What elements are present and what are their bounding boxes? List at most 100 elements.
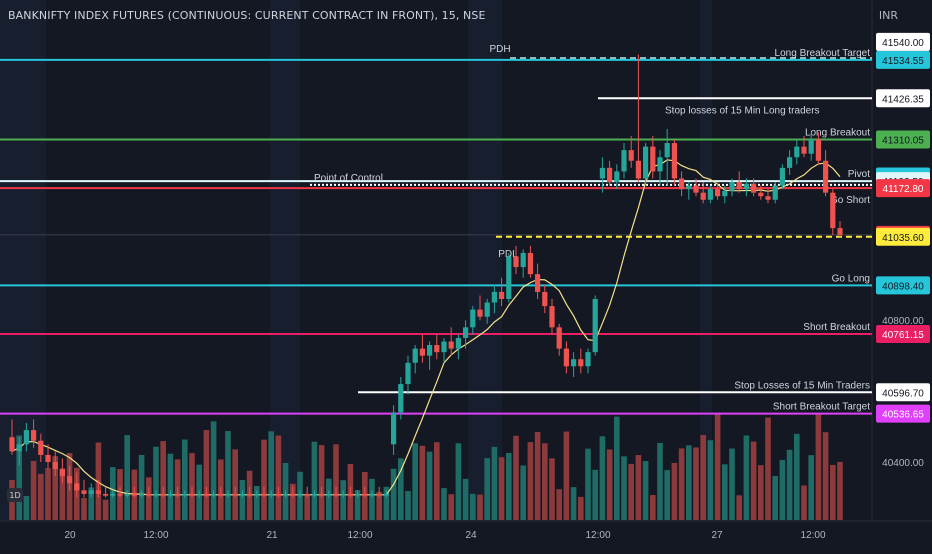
candle-body[interactable] xyxy=(700,192,706,200)
candle-body[interactable] xyxy=(715,189,721,197)
candle-body[interactable] xyxy=(563,348,569,367)
candle-body[interactable] xyxy=(765,196,771,200)
candle-body[interactable] xyxy=(45,454,51,462)
candle-body[interactable] xyxy=(513,256,519,268)
candle-body[interactable] xyxy=(95,490,101,494)
candle-body[interactable] xyxy=(549,306,555,328)
candle-body[interactable] xyxy=(74,483,80,491)
candle-body[interactable] xyxy=(297,493,303,496)
candle-body[interactable] xyxy=(758,192,764,197)
candle-body[interactable] xyxy=(499,291,505,299)
candle-body[interactable] xyxy=(592,298,598,353)
candle-body[interactable] xyxy=(167,493,173,496)
candle-body[interactable] xyxy=(59,469,65,477)
candle-body[interactable] xyxy=(693,185,699,193)
candle-body[interactable] xyxy=(801,146,807,154)
candle-body[interactable] xyxy=(196,493,202,496)
candle-body[interactable] xyxy=(275,493,281,496)
candle-body[interactable] xyxy=(635,160,641,179)
candle-body[interactable] xyxy=(729,182,735,191)
candle-body[interactable] xyxy=(52,462,58,470)
candle-body[interactable] xyxy=(383,493,389,496)
candle-body[interactable] xyxy=(340,493,346,496)
candle-body[interactable] xyxy=(225,493,231,496)
candle-body[interactable] xyxy=(484,302,490,317)
candle-body[interactable] xyxy=(391,412,397,445)
candle-body[interactable] xyxy=(455,337,461,349)
candle-body[interactable] xyxy=(290,493,296,496)
candle-body[interactable] xyxy=(686,185,692,190)
candle-body[interactable] xyxy=(585,352,591,367)
candle-body[interactable] xyxy=(657,157,663,172)
candle-body[interactable] xyxy=(535,274,541,292)
candle-body[interactable] xyxy=(751,183,757,193)
candle-body[interactable] xyxy=(808,139,814,154)
candle-body[interactable] xyxy=(333,493,339,496)
candle-body[interactable] xyxy=(527,252,533,275)
candle-body[interactable] xyxy=(211,493,217,496)
candle-body[interactable] xyxy=(463,327,469,338)
candle-body[interactable] xyxy=(261,493,267,496)
candle-body[interactable] xyxy=(643,146,649,179)
candle-body[interactable] xyxy=(434,345,440,353)
candle-body[interactable] xyxy=(88,490,94,494)
candle-body[interactable] xyxy=(830,192,836,229)
candle-body[interactable] xyxy=(491,291,497,303)
candle-body[interactable] xyxy=(110,493,116,496)
candle-body[interactable] xyxy=(153,493,159,496)
candle-body[interactable] xyxy=(412,348,418,363)
candle-body[interactable] xyxy=(779,167,785,186)
candle-body[interactable] xyxy=(405,362,411,385)
candle-body[interactable] xyxy=(743,183,749,190)
candle-body[interactable] xyxy=(427,345,433,356)
candle-body[interactable] xyxy=(218,493,224,496)
candle-body[interactable] xyxy=(707,189,713,200)
candle-body[interactable] xyxy=(175,493,181,496)
candle-body[interactable] xyxy=(362,493,368,496)
candle-body[interactable] xyxy=(787,157,793,168)
candle-body[interactable] xyxy=(520,252,526,268)
candle-body[interactable] xyxy=(9,437,15,452)
candle-body[interactable] xyxy=(139,493,145,496)
candle-body[interactable] xyxy=(441,341,447,353)
candle-body[interactable] xyxy=(376,493,382,496)
candle-body[interactable] xyxy=(268,493,274,496)
candle-body[interactable] xyxy=(304,493,310,496)
candle-body[interactable] xyxy=(578,359,584,367)
candle-body[interactable] xyxy=(398,384,404,413)
candle-body[interactable] xyxy=(419,348,425,356)
candle-body[interactable] xyxy=(254,493,260,496)
candle-body[interactable] xyxy=(103,493,109,496)
candle-body[interactable] xyxy=(542,291,548,307)
candle-body[interactable] xyxy=(131,493,137,496)
candle-body[interactable] xyxy=(628,150,634,161)
candle-body[interactable] xyxy=(67,476,73,484)
candle-body[interactable] xyxy=(31,430,37,441)
candle-body[interactable] xyxy=(23,430,29,445)
candle-body[interactable] xyxy=(599,167,605,179)
candle-body[interactable] xyxy=(347,493,353,496)
candle-body[interactable] xyxy=(621,150,627,172)
candle-body[interactable] xyxy=(671,143,677,179)
candle-body[interactable] xyxy=(283,493,289,496)
candle-body[interactable] xyxy=(369,493,375,496)
candle-body[interactable] xyxy=(607,167,613,183)
candle-body[interactable] xyxy=(203,493,209,496)
candle-body[interactable] xyxy=(319,493,325,496)
candle-body[interactable] xyxy=(650,146,656,172)
candle-body[interactable] xyxy=(124,493,130,496)
candle-body[interactable] xyxy=(470,309,476,328)
candle-body[interactable] xyxy=(736,182,742,190)
candle-body[interactable] xyxy=(772,185,778,200)
candle-body[interactable] xyxy=(679,178,685,190)
candle-body[interactable] xyxy=(815,139,821,161)
candle-body[interactable] xyxy=(311,493,317,496)
candle-body[interactable] xyxy=(837,228,843,235)
currency-label[interactable]: INR xyxy=(878,9,898,22)
candle-body[interactable] xyxy=(189,493,195,496)
candle-body[interactable] xyxy=(247,493,253,496)
candle-body[interactable] xyxy=(823,160,829,193)
candle-body[interactable] xyxy=(477,309,483,317)
candle-body[interactable] xyxy=(81,490,87,494)
